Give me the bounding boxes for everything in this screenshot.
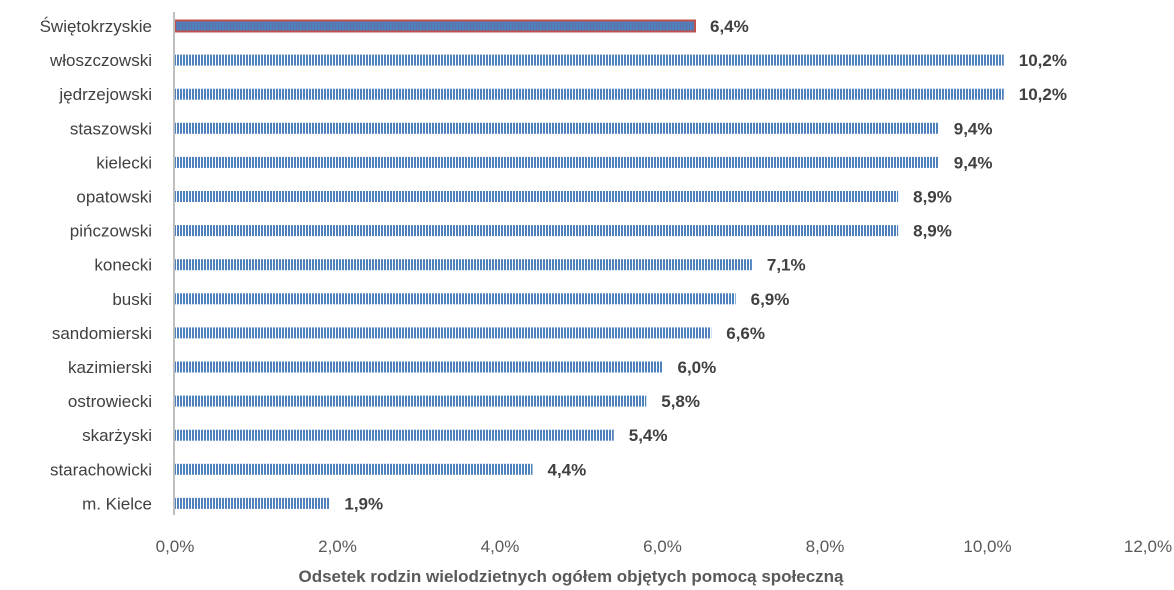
bar-ostrowiecki [175, 395, 647, 407]
category-label: ostrowiecki [68, 392, 152, 411]
value-label: 6,0% [678, 358, 717, 377]
category-label: kazimierski [68, 358, 152, 377]
value-label: 5,8% [661, 392, 700, 411]
bars-group [174, 19, 1004, 509]
value-label: 6,9% [751, 290, 790, 309]
category-labels: Świętokrzyskie włoszczowski jędrzejowski st… [40, 17, 152, 513]
bar-sandomierski [175, 327, 712, 339]
value-label: 10,2% [1019, 85, 1067, 104]
value-label: 7,1% [767, 256, 806, 275]
category-label: skarżyski [82, 426, 152, 445]
x-tick-label: 0,0% [156, 537, 195, 556]
category-label: buski [112, 290, 152, 309]
bar-staszowski [175, 122, 939, 134]
value-label: 10,2% [1019, 51, 1067, 70]
category-label: kielecki [96, 153, 152, 172]
bar-opatowski [175, 191, 899, 202]
category-label: staszowski [70, 119, 152, 138]
category-label: pińczowski [70, 222, 152, 241]
x-tick-labels: 0,0% 2,0% 4,0% 6,0% 8,0% 10,0% 12,0% [156, 537, 1172, 556]
x-tick-label: 10,0% [963, 537, 1011, 556]
x-tick-label: 4,0% [481, 537, 520, 556]
bar-świętokrzyskie [174, 19, 696, 33]
value-label: 8,9% [913, 222, 952, 241]
bar-m-kielce [175, 497, 330, 509]
value-label: 8,9% [913, 188, 952, 207]
value-label: 6,4% [710, 17, 749, 36]
value-labels: 6,4%10,2%10,2%9,4%9,4%8,9%8,9%7,1%6,9%6,… [344, 17, 1067, 513]
bar-kazimierski [175, 361, 663, 373]
value-label: 6,6% [726, 324, 765, 343]
bar-skarżyski [175, 429, 614, 441]
bar-pińczowski [175, 225, 899, 237]
bar-włoszczowski [175, 54, 1004, 66]
x-axis-title: Odsetek rodzin wielodzietnych ogółem obj… [298, 567, 844, 586]
x-tick-label: 6,0% [643, 537, 682, 556]
bar-buski [175, 293, 736, 305]
category-label: m. Kielce [82, 494, 152, 513]
x-tick-label: 8,0% [806, 537, 845, 556]
value-label: 4,4% [548, 460, 587, 479]
category-label: konecki [94, 256, 152, 275]
bar-jędrzejowski [175, 88, 1004, 100]
category-label: Świętokrzyskie [40, 17, 152, 36]
value-label: 1,9% [344, 494, 383, 513]
bar-konecki [175, 259, 752, 271]
category-label: opatowski [76, 188, 152, 207]
category-label: jędrzejowski [58, 85, 152, 104]
value-label: 5,4% [629, 426, 668, 445]
bar-kielecki [175, 156, 939, 168]
x-tick-label: 2,0% [318, 537, 357, 556]
bar-starachowicki [175, 463, 533, 475]
category-label: sandomierski [52, 324, 152, 343]
value-label: 9,4% [954, 153, 993, 172]
category-label: włoszczowski [49, 51, 152, 70]
value-label: 9,4% [954, 119, 993, 138]
x-tick-label: 12,0% [1124, 537, 1172, 556]
category-label: starachowicki [50, 460, 152, 479]
